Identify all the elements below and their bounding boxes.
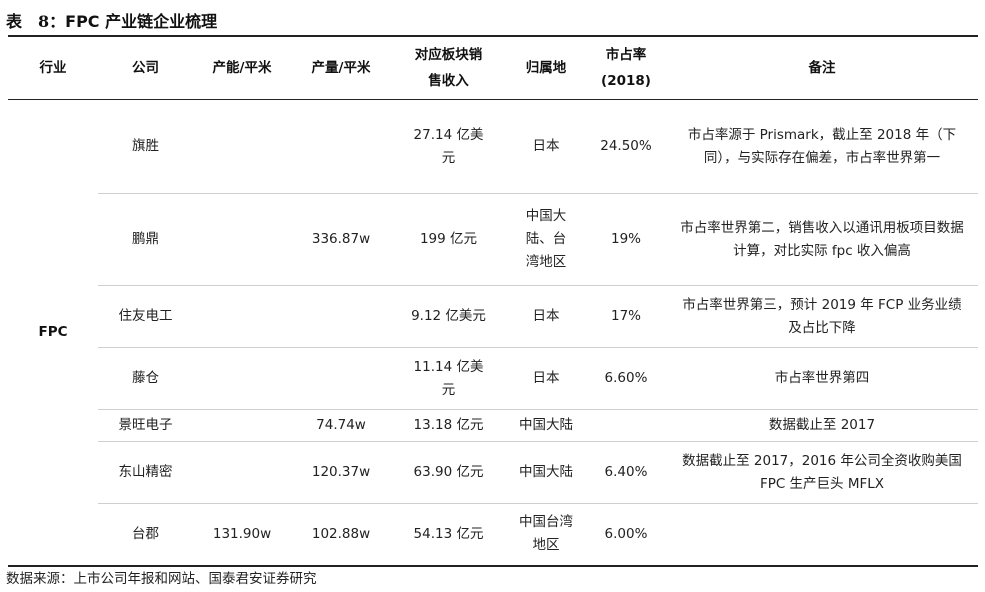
output-cell: 102.88w: [291, 503, 391, 567]
share-cell: 19%: [586, 193, 666, 286]
revenue-cell: 27.14 亿美元: [391, 99, 506, 194]
table-title-text: FPC 产业链企业梳理: [65, 12, 218, 31]
share-cell: 6.40%: [586, 441, 666, 504]
table-row: 鹏鼎 336.87w 199 亿元 中国大陆、台湾地区 19% 市占率世界第二，…: [8, 193, 978, 286]
header-share: 市占率 (2018): [586, 35, 666, 100]
table-row: 台郡 131.90w 102.88w 54.13 亿元 中国台湾地区 6.00%: [8, 503, 978, 567]
company-cell: 藤仓: [98, 347, 193, 410]
location-cell: 中国台湾地区: [506, 503, 586, 567]
share-cell: 6.00%: [586, 503, 666, 567]
header-notes: 备注: [666, 35, 978, 100]
table-row: 景旺电子 74.74w 13.18 亿元 中国大陆 数据截止至 2017: [8, 409, 978, 442]
header-company: 公司: [98, 35, 193, 100]
capacity-cell: [193, 193, 291, 286]
company-cell: 住友电工: [98, 285, 193, 348]
output-cell: 120.37w: [291, 441, 391, 504]
table-body: FPC 旗胜 27.14 亿美元 日本 24.50% 市占率源于 Prismar…: [8, 99, 978, 567]
location-cell: 中国大陆: [506, 441, 586, 504]
output-cell: 336.87w: [291, 193, 391, 286]
company-cell: 旗胜: [98, 99, 193, 194]
notes-cell: 市占率源于 Prismark，截止至 2018 年（下同），与实际存在偏差，市占…: [666, 99, 978, 194]
notes-cell: 数据截止至 2017，2016 年公司全资收购美国 FPC 生产巨头 MFLX: [666, 441, 978, 504]
revenue-cell: 9.12 亿美元: [391, 285, 506, 348]
fpc-company-table: 行业 公司 产能/平米 产量/平米 对应板块销售收入 归属地 市占率 (2018…: [8, 35, 978, 567]
company-cell: 东山精密: [98, 441, 193, 504]
revenue-cell: 13.18 亿元: [391, 409, 506, 442]
table-row: FPC 旗胜 27.14 亿美元 日本 24.50% 市占率源于 Prismar…: [8, 99, 978, 567]
share-cell: 17%: [586, 285, 666, 348]
share-cell: 24.50%: [586, 99, 666, 194]
table-header: 行业 公司 产能/平米 产量/平米 对应板块销售收入 归属地 市占率 (2018…: [8, 35, 978, 100]
table-row: 藤仓 11.14 亿美元 日本 6.60% 市占率世界第四: [8, 347, 978, 410]
output-cell: [291, 99, 391, 194]
header-share-year: (2018): [601, 73, 651, 89]
share-cell: 6.60%: [586, 347, 666, 410]
header-share-label: 市占率: [605, 47, 647, 63]
output-cell: [291, 285, 391, 348]
table-title: 表 8：FPC 产业链企业梳理: [6, 8, 217, 32]
capacity-cell: [193, 347, 291, 410]
table-number: 表 8：: [6, 12, 66, 31]
revenue-cell: 54.13 亿元: [391, 503, 506, 567]
location-cell: 日本: [506, 347, 586, 410]
notes-cell: 市占率世界第三，预计 2019 年 FCP 业务业绩及占比下降: [666, 285, 978, 348]
header-revenue: 对应板块销售收入: [391, 35, 506, 100]
revenue-cell: 199 亿元: [391, 193, 506, 286]
capacity-cell: [193, 409, 291, 442]
notes-cell: [666, 503, 978, 567]
header-output: 产量/平米: [291, 35, 391, 100]
header-row: 行业 公司 产能/平米 产量/平米 对应板块销售收入 归属地 市占率 (2018…: [8, 35, 978, 100]
capacity-cell: [193, 99, 291, 194]
industry-cell: FPC: [8, 99, 98, 567]
company-cell: 台郡: [98, 503, 193, 567]
company-cell: 鹏鼎: [98, 193, 193, 286]
data-source-note: 数据来源：上市公司年报和网站、国泰君安证券研究: [6, 571, 317, 587]
company-cell: 景旺电子: [98, 409, 193, 442]
revenue-cell: 63.90 亿元: [391, 441, 506, 504]
table-row: 东山精密 120.37w 63.90 亿元 中国大陆 6.40% 数据截止至 2…: [8, 441, 978, 504]
capacity-cell: [193, 441, 291, 504]
location-cell: 日本: [506, 99, 586, 194]
output-cell: 74.74w: [291, 409, 391, 442]
capacity-cell: [193, 285, 291, 348]
location-cell: 中国大陆、台湾地区: [506, 193, 586, 286]
header-capacity: 产能/平米: [193, 35, 291, 100]
notes-cell: 市占率世界第四: [666, 347, 978, 410]
share-cell: [586, 409, 666, 442]
header-revenue-label: 对应板块销售收入: [414, 47, 483, 89]
header-location: 归属地: [506, 35, 586, 100]
revenue-cell: 11.14 亿美元: [391, 347, 506, 410]
location-cell: 日本: [506, 285, 586, 348]
table-row: 住友电工 9.12 亿美元 日本 17% 市占率世界第三，预计 2019 年 F…: [8, 285, 978, 348]
notes-cell: 数据截止至 2017: [666, 409, 978, 442]
location-cell: 中国大陆: [506, 409, 586, 442]
header-industry: 行业: [8, 35, 98, 100]
notes-cell: 市占率世界第二，销售收入以通讯用板项目数据计算，对比实际 fpc 收入偏高: [666, 193, 978, 286]
output-cell: [291, 347, 391, 410]
capacity-cell: 131.90w: [193, 503, 291, 567]
